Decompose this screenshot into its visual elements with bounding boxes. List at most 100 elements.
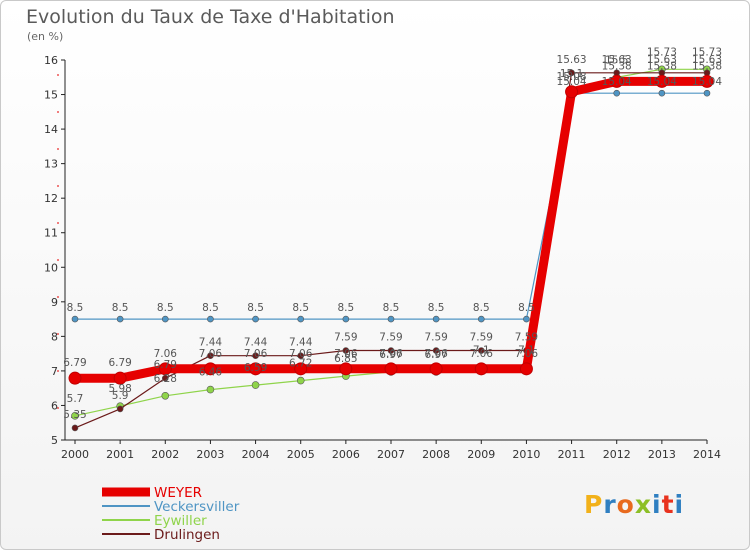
data-point: [68, 371, 82, 385]
series-line-1: [75, 92, 707, 320]
data-point: [655, 74, 669, 88]
data-label: 15.73: [692, 46, 722, 58]
data-point: [252, 315, 259, 323]
data-label: 15.38: [602, 60, 632, 72]
data-point: [71, 412, 79, 420]
data-label: 7.44: [244, 337, 268, 349]
data-point: [568, 69, 575, 77]
data-label: 15.5: [605, 54, 628, 66]
x-tick-label: 2005: [287, 448, 315, 461]
data-point: [71, 424, 79, 432]
chart-axes: 5 6 7 8 9 10 11 12 13 14 15 16 2000 2001 2002 2003 2004 2…: [44, 54, 721, 461]
y-tick-label: 6: [51, 399, 58, 412]
data-point: [203, 362, 217, 376]
legend-label: Veckersviller: [154, 499, 240, 515]
data-point: [387, 347, 395, 354]
data-point: [207, 315, 214, 323]
data-point: [161, 391, 170, 400]
data-point: [251, 381, 260, 389]
y-tick-label: 15: [44, 89, 58, 102]
x-tick-label: 2014: [693, 448, 721, 461]
data-label: 8.5: [473, 302, 490, 314]
data-point: [207, 352, 214, 360]
chart-data-labels: 6.79 6.797.06 7.06 7.06 7.06 7.06 7.06 7.06 7.06…: [63, 46, 722, 421]
x-tick-label: 2004: [242, 448, 270, 461]
data-label: 7.06: [289, 348, 313, 360]
x-tick-label: 2012: [603, 448, 631, 461]
data-point: [429, 362, 443, 376]
data-label: 7.44: [289, 337, 313, 349]
data-point: [477, 315, 485, 323]
legend-label: WEYER: [154, 485, 202, 501]
data-point: [116, 405, 124, 413]
data-label: 15.63: [692, 54, 722, 66]
y-tick-label: 10: [44, 261, 58, 274]
data-label: 15.08: [557, 71, 587, 83]
data-point: [252, 352, 259, 360]
x-tick-label: 2000: [61, 448, 89, 461]
x-tick-label: 2011: [558, 448, 586, 461]
x-tick-label: 2006: [332, 448, 360, 461]
data-label: 7.06: [470, 348, 494, 360]
data-point: [297, 315, 305, 323]
data-point: [432, 347, 440, 354]
data-point: [71, 315, 79, 323]
data-point: [519, 362, 533, 376]
data-label: 8.5: [518, 302, 535, 314]
data-label: 7.06: [334, 348, 358, 360]
x-tick-label: 2001: [106, 448, 134, 461]
data-label: 15.04: [647, 76, 677, 88]
y-tick-label: 9: [51, 296, 58, 309]
data-label: 8.5: [202, 302, 219, 314]
data-label: 6.97: [424, 349, 447, 361]
data-label: 7.59: [470, 332, 493, 344]
data-label: 6.28: [154, 373, 177, 385]
data-point: [384, 362, 398, 376]
data-label: 15.04: [557, 76, 587, 88]
y-tick-label: 16: [44, 54, 58, 67]
data-label: 7.06: [424, 348, 448, 360]
data-label: 7.1: [518, 344, 535, 356]
data-label: 15.73: [647, 46, 677, 58]
data-label: 7.59: [334, 332, 357, 344]
data-point: [342, 347, 350, 354]
data-label: 8.5: [112, 302, 129, 314]
data-label: 5.9: [112, 390, 129, 402]
data-label: 15.63: [647, 54, 677, 66]
data-point: [339, 362, 353, 376]
data-point: [703, 89, 711, 97]
data-point: [477, 347, 485, 354]
x-tick-label: 2003: [196, 448, 224, 461]
data-label: 6.79: [63, 357, 86, 369]
data-label: 7.1: [473, 344, 490, 356]
data-label: 7.06: [154, 348, 178, 360]
data-point: [158, 362, 172, 376]
data-label: 6.97: [379, 349, 402, 361]
data-label: 15.04: [602, 76, 632, 88]
data-label: 8.5: [292, 302, 309, 314]
x-tick-label: 2002: [151, 448, 179, 461]
y-tick-label: 7: [51, 365, 58, 378]
data-label: 6.79: [154, 359, 177, 371]
y-tick-label: 5: [51, 434, 58, 447]
data-label: 8.5: [383, 302, 400, 314]
data-point: [474, 362, 488, 376]
data-label: 8.5: [428, 302, 445, 314]
data-label: 6.46: [199, 367, 223, 379]
data-label: 5.35: [63, 409, 86, 421]
data-point: [296, 376, 305, 385]
data-point: [294, 362, 308, 376]
data-label: 15.38: [692, 60, 722, 72]
x-tick-label: 2013: [648, 448, 676, 461]
x-tick-label: 2007: [377, 448, 405, 461]
data-label: 15.1: [560, 68, 583, 80]
data-point: [387, 315, 395, 323]
proxiti-logo: Proxiti: [584, 490, 685, 519]
data-point: [610, 74, 624, 88]
data-label: 15.04: [692, 76, 722, 88]
data-label: 8.5: [67, 302, 84, 314]
chart-title: Evolution du Taux de Taxe d'Habitation: [26, 6, 395, 28]
data-label: 5.98: [108, 383, 131, 395]
